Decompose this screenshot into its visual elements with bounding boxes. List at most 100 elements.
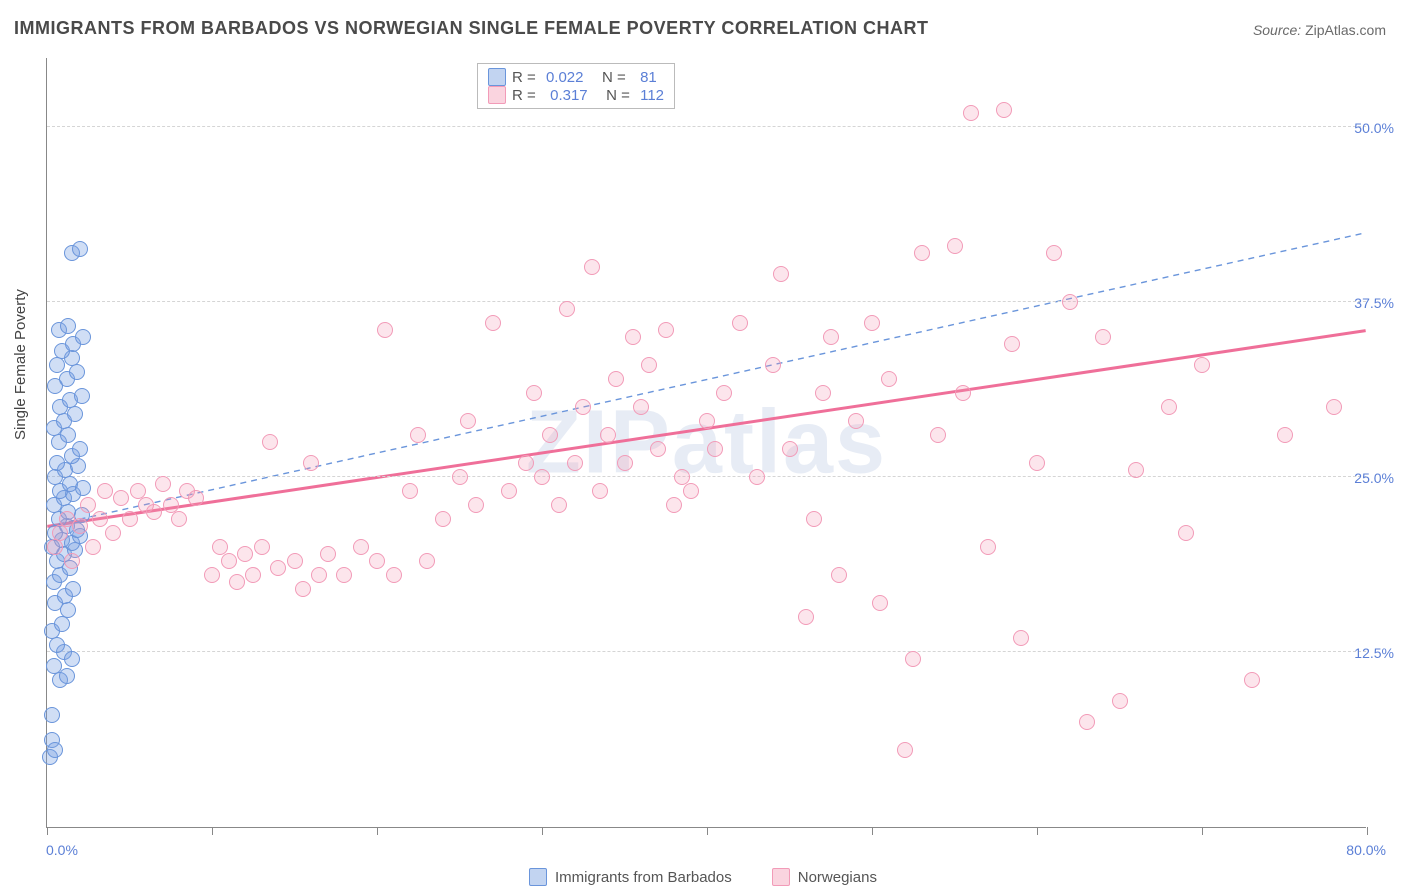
scatter-point-pink: [1062, 294, 1078, 310]
scatter-point-pink: [1013, 630, 1029, 646]
scatter-point-pink: [353, 539, 369, 555]
x-max-label: 80.0%: [1346, 842, 1386, 858]
swatch-pink-icon: [488, 86, 506, 104]
scatter-point-pink: [311, 567, 327, 583]
scatter-point-pink: [92, 511, 108, 527]
scatter-point-blue: [49, 357, 65, 373]
legend-r-label: R =: [512, 87, 544, 104]
scatter-point-pink: [559, 301, 575, 317]
scatter-point-pink: [806, 511, 822, 527]
scatter-point-pink: [262, 434, 278, 450]
scatter-point-pink: [1326, 399, 1342, 415]
scatter-point-blue: [65, 581, 81, 597]
scatter-point-pink: [716, 385, 732, 401]
scatter-point-pink: [1178, 525, 1194, 541]
scatter-point-pink: [518, 455, 534, 471]
y-tick-label: 12.5%: [1354, 645, 1394, 661]
scatter-point-pink: [996, 102, 1012, 118]
scatter-point-pink: [245, 567, 261, 583]
scatter-point-pink: [468, 497, 484, 513]
scatter-point-pink: [1194, 357, 1210, 373]
x-tick: [542, 827, 543, 835]
y-tick-label: 37.5%: [1354, 295, 1394, 311]
scatter-point-pink: [47, 539, 63, 555]
gridline-h: [47, 476, 1366, 477]
scatter-point-pink: [567, 455, 583, 471]
scatter-point-pink: [229, 574, 245, 590]
scatter-point-pink: [1029, 455, 1045, 471]
scatter-point-pink: [402, 483, 418, 499]
scatter-point-pink: [1004, 336, 1020, 352]
swatch-blue-icon: [488, 68, 506, 86]
scatter-point-pink: [551, 497, 567, 513]
scatter-point-pink: [501, 483, 517, 499]
scatter-point-pink: [295, 581, 311, 597]
scatter-point-pink: [905, 651, 921, 667]
legend-blue-r: 0.022: [546, 69, 584, 86]
scatter-point-pink: [435, 511, 451, 527]
scatter-point-pink: [658, 322, 674, 338]
legend-r-label: R =: [512, 69, 540, 86]
x-tick: [872, 827, 873, 835]
scatter-point-pink: [1112, 693, 1128, 709]
scatter-point-pink: [221, 553, 237, 569]
scatter-point-blue: [46, 658, 62, 674]
scatter-point-pink: [460, 413, 476, 429]
legend-row-pink: R = 0.317 N = 112: [488, 86, 664, 104]
scatter-point-pink: [303, 455, 319, 471]
gridline-h: [47, 651, 1366, 652]
scatter-point-blue: [64, 651, 80, 667]
x-tick: [1367, 827, 1368, 835]
scatter-point-pink: [1128, 462, 1144, 478]
scatter-point-pink: [542, 427, 558, 443]
scatter-point-pink: [897, 742, 913, 758]
x-tick: [377, 827, 378, 835]
scatter-point-pink: [650, 441, 666, 457]
x-min-label: 0.0%: [46, 842, 78, 858]
scatter-plot-area: ZIPatlas R = 0.022 N = 81 R = 0.317 N = …: [46, 58, 1366, 828]
scatter-point-pink: [452, 469, 468, 485]
scatter-point-pink: [955, 385, 971, 401]
gridline-h: [47, 301, 1366, 302]
scatter-point-pink: [641, 357, 657, 373]
scatter-point-pink: [848, 413, 864, 429]
scatter-point-blue: [69, 364, 85, 380]
scatter-point-pink: [155, 476, 171, 492]
trend-line-blue: [47, 233, 1365, 527]
scatter-point-pink: [749, 469, 765, 485]
source-prefix: Source:: [1253, 22, 1305, 38]
x-tick: [707, 827, 708, 835]
source-credit: Source: ZipAtlas.com: [1253, 22, 1386, 38]
scatter-point-blue: [60, 318, 76, 334]
legend-item-blue-label: Immigrants from Barbados: [555, 869, 732, 886]
scatter-point-pink: [410, 427, 426, 443]
legend-pink-n: 112: [640, 87, 664, 104]
legend-item-pink: Norwegians: [772, 868, 877, 886]
scatter-point-pink: [592, 483, 608, 499]
series-legend: Immigrants from Barbados Norwegians: [0, 868, 1406, 886]
scatter-point-pink: [600, 427, 616, 443]
scatter-point-pink: [1161, 399, 1177, 415]
scatter-point-pink: [85, 539, 101, 555]
scatter-point-pink: [963, 105, 979, 121]
scatter-point-blue: [54, 616, 70, 632]
scatter-point-pink: [204, 567, 220, 583]
scatter-point-pink: [1079, 714, 1095, 730]
scatter-point-pink: [625, 329, 641, 345]
scatter-point-pink: [526, 385, 542, 401]
scatter-point-pink: [831, 567, 847, 583]
scatter-point-pink: [980, 539, 996, 555]
scatter-point-pink: [122, 511, 138, 527]
swatch-pink-icon: [772, 868, 790, 886]
scatter-point-blue: [67, 406, 83, 422]
scatter-point-pink: [534, 469, 550, 485]
scatter-point-pink: [707, 441, 723, 457]
scatter-point-pink: [171, 511, 187, 527]
scatter-point-pink: [188, 490, 204, 506]
scatter-point-pink: [699, 413, 715, 429]
scatter-point-pink: [773, 266, 789, 282]
x-tick: [212, 827, 213, 835]
scatter-point-blue: [60, 427, 76, 443]
scatter-point-pink: [237, 546, 253, 562]
scatter-point-pink: [80, 497, 96, 513]
